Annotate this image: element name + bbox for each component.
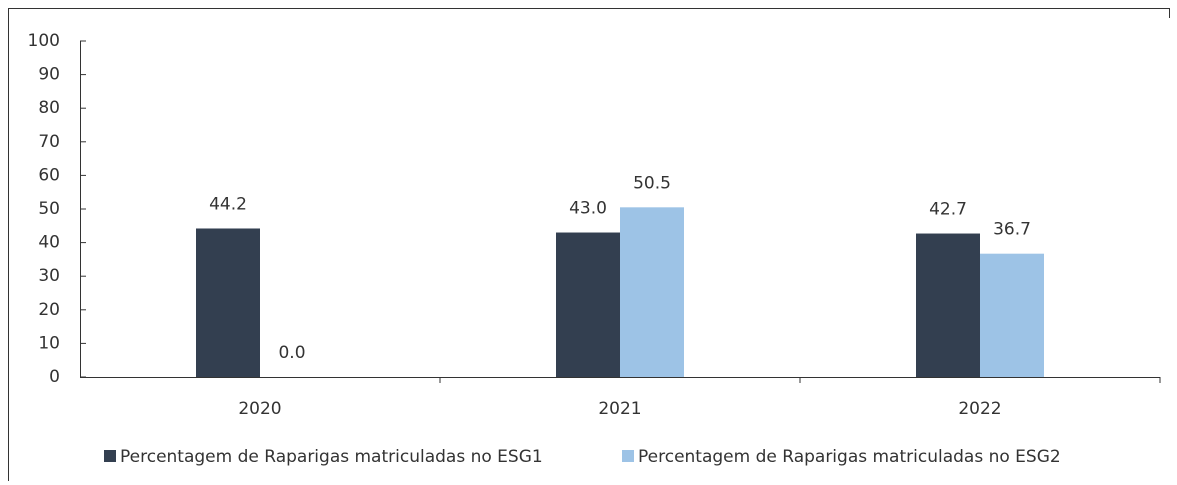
y-tick-label: 70 <box>38 132 60 152</box>
data-label: 50.5 <box>633 173 671 193</box>
x-tick-label: 2021 <box>598 399 641 419</box>
bar <box>196 228 260 377</box>
data-label: 43.0 <box>569 199 607 219</box>
y-tick-label: 50 <box>38 199 60 219</box>
legend-label: Percentagem de Raparigas matriculadas no… <box>120 447 543 467</box>
y-tick-label: 30 <box>38 266 60 286</box>
data-label: 0.0 <box>278 343 305 363</box>
y-tick-label: 80 <box>38 98 60 118</box>
data-label: 42.7 <box>929 200 967 220</box>
legend-label: Percentagem de Raparigas matriculadas no… <box>638 447 1061 467</box>
y-tick-label: 90 <box>38 65 60 85</box>
bar <box>556 232 620 377</box>
bar <box>916 233 980 377</box>
y-tick-label: 100 <box>28 31 60 51</box>
x-tick-label: 2020 <box>238 399 281 419</box>
data-label: 44.2 <box>209 194 247 214</box>
legend-swatch <box>104 450 116 462</box>
y-tick-label: 60 <box>38 165 60 185</box>
x-tick-label: 2022 <box>958 399 1001 419</box>
y-tick-label: 10 <box>38 333 60 353</box>
legend-swatch <box>622 450 634 462</box>
data-label: 36.7 <box>993 220 1031 240</box>
bar <box>620 207 684 377</box>
y-tick-label: 0 <box>49 367 60 387</box>
y-tick-label: 20 <box>38 300 60 320</box>
bar <box>980 253 1044 377</box>
y-tick-label: 40 <box>38 233 60 253</box>
